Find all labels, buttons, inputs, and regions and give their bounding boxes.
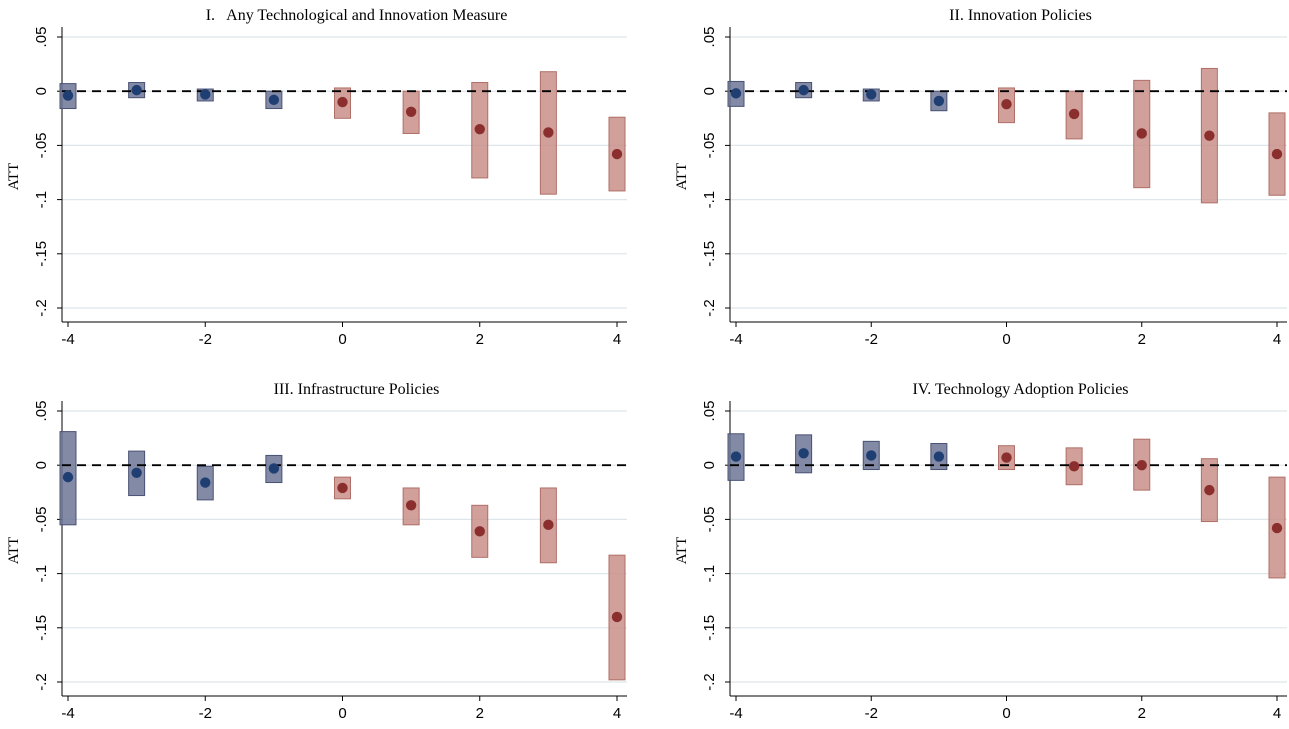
chart-panel-3: .05 0 -.05 -.1 -.15 -.2 -4 -2 0 2 4 ATT III. Infrast… bbox=[6, 381, 627, 722]
point-estimate bbox=[1136, 128, 1147, 139]
chart-panel-1: .05 0 -.05 -.1 -.15 -.2 -4 -2 0 2 4 ATT I. Any Techn… bbox=[6, 7, 627, 348]
point-estimate bbox=[1136, 460, 1147, 471]
point-estimate bbox=[1001, 99, 1012, 110]
x-tick-label: 2 bbox=[476, 331, 484, 348]
y-tick-label: -.1 bbox=[33, 191, 50, 209]
point-estimate bbox=[798, 84, 809, 96]
point-estimate bbox=[405, 106, 417, 117]
y-tick-label: -.05 bbox=[33, 506, 50, 532]
panel-title: II. Innovation Policies bbox=[949, 7, 1092, 24]
y-tick-label: -.15 bbox=[33, 241, 50, 267]
point-estimate bbox=[1271, 148, 1283, 160]
point-estimate bbox=[1068, 461, 1080, 472]
x-tick-label: -4 bbox=[61, 331, 74, 348]
y-tick-label: -.2 bbox=[701, 673, 718, 691]
point-estimate bbox=[611, 148, 623, 160]
x-tick-label: -2 bbox=[865, 705, 878, 722]
point-estimate bbox=[268, 463, 280, 474]
point-estimate bbox=[474, 123, 485, 135]
y-tick-label: -.2 bbox=[701, 299, 718, 317]
point-estimate bbox=[131, 467, 142, 478]
point-estimate bbox=[543, 519, 554, 531]
x-tick-label: -4 bbox=[729, 331, 742, 348]
panel-title: III. Infrastructure Policies bbox=[274, 381, 440, 398]
point-estimate bbox=[200, 89, 211, 100]
x-tick-label: 0 bbox=[338, 705, 346, 722]
point-estimate bbox=[1271, 522, 1283, 534]
y-tick-label: -.1 bbox=[33, 565, 50, 583]
y-tick-label: .05 bbox=[33, 27, 50, 48]
point-estimate bbox=[268, 94, 280, 106]
x-tick-label: -2 bbox=[199, 705, 212, 722]
x-tick-label: -4 bbox=[61, 705, 74, 722]
y-tick-label: -.15 bbox=[701, 615, 718, 641]
x-tick-label: 4 bbox=[613, 705, 621, 722]
x-tick-label: -2 bbox=[865, 331, 878, 348]
x-tick-label: 0 bbox=[1002, 705, 1010, 722]
point-estimate bbox=[730, 88, 742, 99]
point-estimate bbox=[933, 95, 945, 107]
point-estimate bbox=[1068, 108, 1080, 120]
y-tick-label: .05 bbox=[701, 27, 718, 48]
y-tick-label: -.1 bbox=[701, 565, 718, 583]
point-estimate bbox=[1204, 130, 1215, 141]
point-estimate bbox=[866, 450, 877, 461]
y-tick-label: -.2 bbox=[33, 673, 50, 691]
point-estimate bbox=[337, 482, 348, 494]
y-tick-label: 0 bbox=[701, 87, 718, 95]
y-tick-label: -.05 bbox=[701, 506, 718, 532]
y-tick-label: -.05 bbox=[701, 132, 718, 158]
chart-panel-4: .05 0 -.05 -.1 -.15 -.2 -4 -2 0 2 4 ATT IV. Technolo… bbox=[674, 381, 1287, 722]
point-estimate bbox=[933, 451, 945, 462]
y-tick-label: 0 bbox=[33, 461, 50, 469]
x-tick-label: 2 bbox=[1138, 705, 1146, 722]
y-axis-title: ATT bbox=[674, 537, 690, 565]
x-tick-label: -4 bbox=[729, 705, 742, 722]
y-tick-label: 0 bbox=[701, 461, 718, 469]
point-estimate bbox=[1204, 484, 1215, 496]
y-tick-label: -.2 bbox=[33, 299, 50, 317]
point-estimate bbox=[405, 500, 417, 511]
x-tick-label: 4 bbox=[1273, 705, 1281, 722]
point-estimate bbox=[1001, 452, 1012, 463]
point-estimate bbox=[730, 451, 742, 462]
y-tick-label: 0 bbox=[33, 87, 50, 95]
point-estimate bbox=[337, 96, 348, 108]
x-tick-label: 4 bbox=[1273, 331, 1281, 348]
y-axis-title: ATT bbox=[6, 537, 22, 565]
y-tick-label: -.05 bbox=[33, 132, 50, 158]
x-tick-label: 4 bbox=[613, 331, 621, 348]
panel-title: IV. Technology Adoption Policies bbox=[912, 381, 1128, 398]
y-tick-label: .05 bbox=[701, 401, 718, 422]
point-estimate bbox=[798, 448, 809, 459]
point-estimate bbox=[611, 611, 623, 623]
x-tick-label: 0 bbox=[1002, 331, 1010, 348]
point-estimate bbox=[866, 89, 877, 100]
x-tick-label: -2 bbox=[199, 331, 212, 348]
x-tick-label: 2 bbox=[1138, 331, 1146, 348]
point-estimate bbox=[62, 471, 74, 483]
point-estimate bbox=[200, 477, 211, 488]
x-tick-label: 2 bbox=[476, 705, 484, 722]
point-estimate bbox=[62, 90, 74, 101]
y-axis-title: ATT bbox=[674, 163, 690, 191]
point-estimate bbox=[131, 84, 142, 96]
chart-panel-2: .05 0 -.05 -.1 -.15 -.2 -4 -2 0 2 4 ATT II. Innovati… bbox=[674, 7, 1287, 348]
y-tick-label: .05 bbox=[33, 401, 50, 422]
point-estimate bbox=[543, 127, 554, 138]
panel-title: I. Any Technological and Innovation Meas… bbox=[206, 7, 508, 24]
y-tick-label: -.15 bbox=[701, 241, 718, 267]
point-estimate bbox=[474, 526, 485, 537]
y-axis-title: ATT bbox=[6, 163, 22, 191]
y-tick-label: -.15 bbox=[33, 615, 50, 641]
x-tick-label: 0 bbox=[338, 331, 346, 348]
y-tick-label: -.1 bbox=[701, 191, 718, 209]
